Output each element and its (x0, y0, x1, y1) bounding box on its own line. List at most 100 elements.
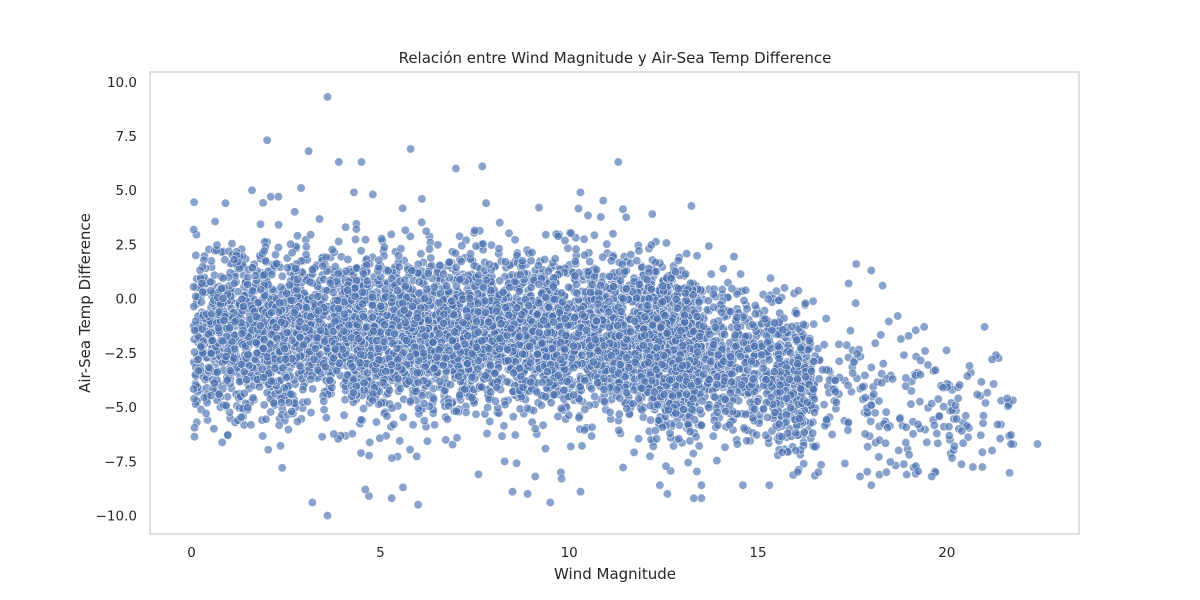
scatter-point (977, 447, 987, 457)
scatter-point (198, 287, 208, 297)
scatter-point (874, 396, 884, 406)
scatter-point (260, 256, 270, 266)
scatter-point (394, 251, 404, 261)
scatter-point (881, 407, 891, 417)
scatter-point (319, 405, 329, 415)
scatter-point (275, 441, 285, 451)
scatter-point (386, 229, 396, 239)
scatter-point (259, 246, 269, 256)
scatter-point (237, 294, 247, 304)
scatter-point (587, 279, 597, 289)
scatter-point (189, 301, 199, 311)
scatter-point (189, 197, 199, 207)
scatter-points (189, 92, 1043, 521)
scatter-point (500, 400, 510, 410)
scatter-point (467, 372, 477, 382)
scatter-point (566, 228, 576, 238)
scatter-point (787, 321, 797, 331)
scatter-point (596, 212, 606, 222)
scatter-point (750, 309, 760, 319)
scatter-point (927, 399, 937, 409)
scatter-point (371, 417, 381, 427)
scatter-point (712, 379, 722, 389)
scatter-point (719, 330, 729, 340)
scatter-point (302, 397, 312, 407)
scatter-point (572, 279, 582, 289)
scatter-point (495, 218, 505, 228)
scatter-point (978, 411, 988, 421)
scatter-point (510, 235, 520, 245)
scatter-point (577, 441, 587, 451)
scatter-point (419, 416, 429, 426)
chart-title: Relación entre Wind Magnitude y Air-Sea … (399, 49, 832, 67)
scatter-point (843, 380, 853, 390)
scatter-point (944, 431, 954, 441)
scatter-point (799, 459, 809, 469)
scatter-point (461, 407, 471, 417)
scatter-point (306, 230, 316, 240)
scatter-point (718, 264, 728, 274)
scatter-point (233, 287, 243, 297)
scatter-point (394, 262, 404, 272)
scatter-point (334, 237, 344, 247)
scatter-point (486, 240, 496, 250)
scatter-point (587, 431, 597, 441)
scatter-point (393, 374, 403, 384)
scatter-point (298, 385, 308, 395)
scatter-point (495, 276, 505, 286)
scatter-point (908, 429, 918, 439)
scatter-point (860, 393, 870, 403)
scatter-point (734, 364, 744, 374)
scatter-point (661, 461, 671, 471)
scatter-point (692, 466, 702, 476)
scatter-point (808, 296, 818, 306)
scatter-point (448, 440, 458, 450)
scatter-point (398, 412, 408, 422)
scatter-point (874, 452, 884, 462)
scatter-point (514, 286, 524, 296)
scatter-point (742, 304, 752, 314)
scatter-point (958, 438, 968, 448)
scatter-point (929, 420, 939, 430)
scatter-point (191, 291, 201, 301)
scatter-point (190, 325, 200, 335)
scatter-point (553, 411, 563, 421)
scatter-point (923, 360, 933, 370)
scatter-point (750, 300, 760, 310)
scatter-point (564, 410, 574, 420)
scatter-point (444, 401, 454, 411)
scatter-point (508, 412, 518, 422)
scatter-point (314, 214, 324, 224)
scatter-point (944, 422, 954, 432)
scatter-point (694, 441, 704, 451)
scatter-point (360, 235, 370, 245)
scatter-point (583, 211, 593, 221)
scatter-point (534, 298, 544, 308)
scatter-point (350, 235, 360, 245)
scatter-point (504, 228, 514, 238)
scatter-point (405, 231, 415, 241)
scatter-point (210, 217, 220, 227)
scatter-point (982, 388, 992, 398)
scatter-point (793, 286, 803, 296)
scatter-point (621, 212, 631, 222)
scatter-point (292, 231, 302, 241)
scatter-point (860, 370, 870, 380)
scatter-point (580, 250, 590, 260)
scatter-point (810, 442, 820, 452)
scatter-point (748, 320, 758, 330)
scatter-point (681, 269, 691, 279)
scatter-point (510, 430, 520, 440)
scatter-point (387, 453, 397, 463)
scatter-point (729, 252, 739, 262)
scatter-point (274, 420, 284, 430)
scatter-point (732, 322, 742, 332)
scatter-point (343, 255, 353, 265)
scatter-point (980, 398, 990, 408)
scatter-point (306, 408, 316, 418)
scatter-point (777, 432, 787, 442)
scatter-point (712, 372, 722, 382)
scatter-point (968, 462, 978, 472)
scatter-point (277, 271, 287, 281)
